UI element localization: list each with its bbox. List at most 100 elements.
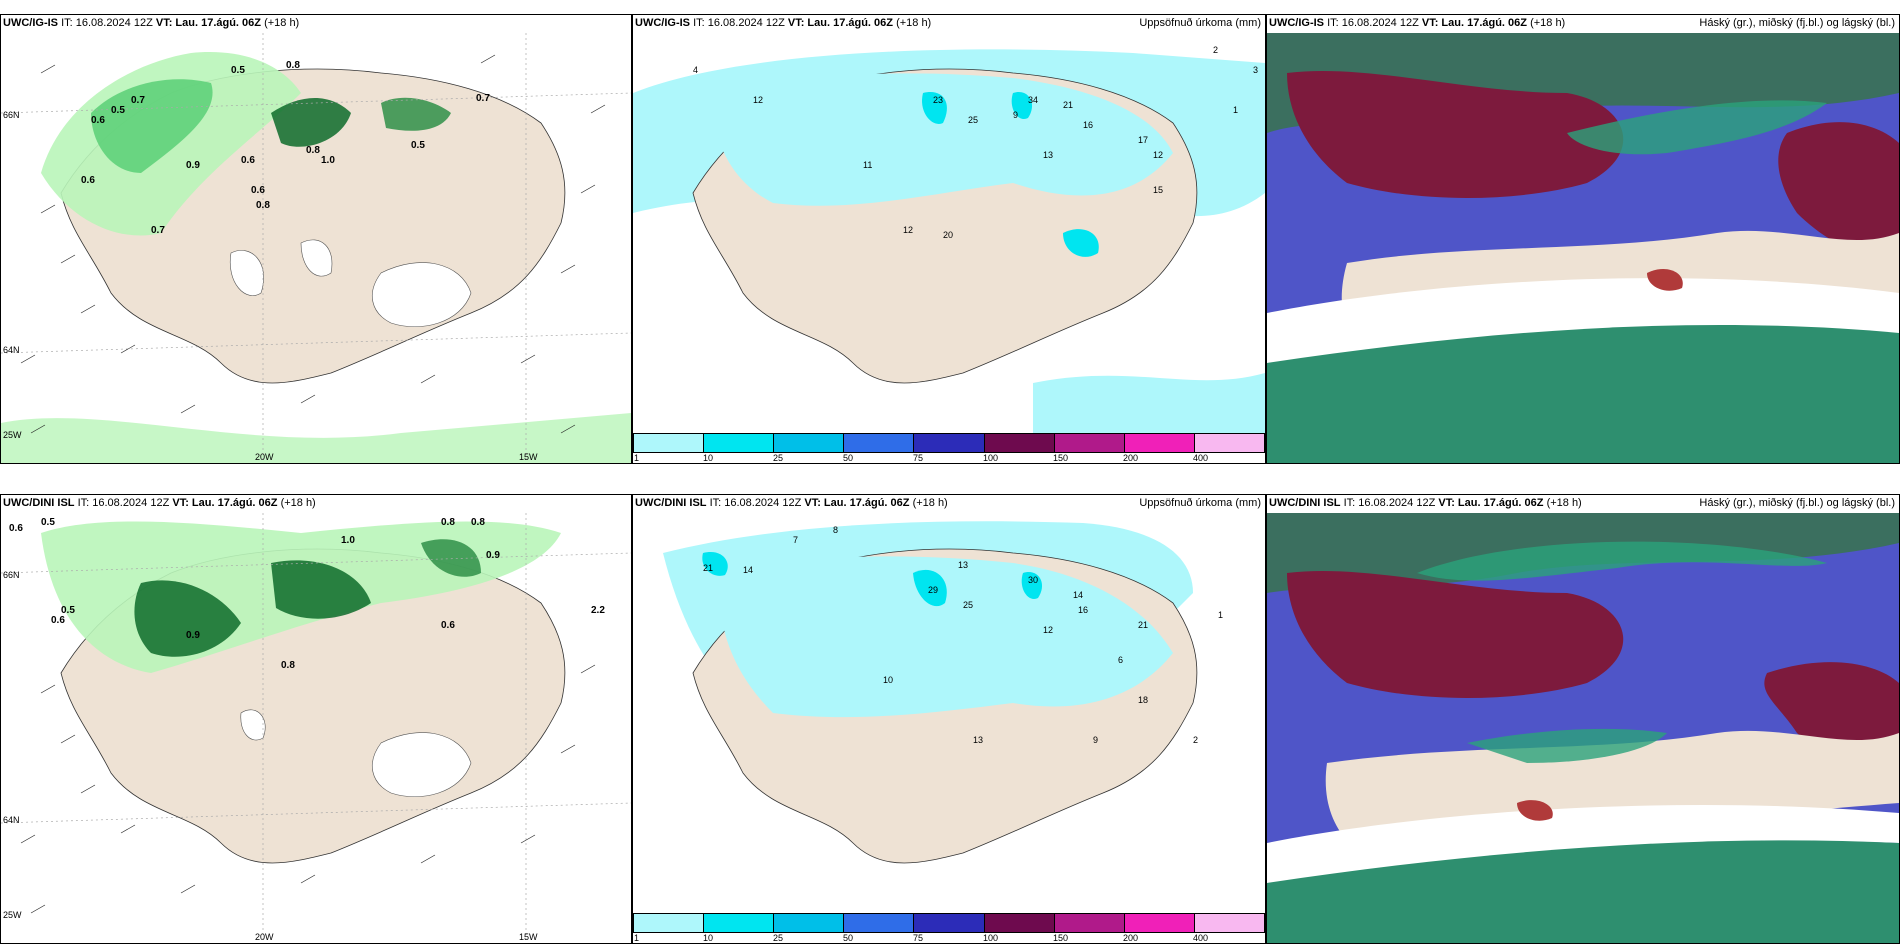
tick: 400	[1193, 933, 1209, 943]
tick: 50	[843, 453, 854, 463]
lat-label-66: 66N	[3, 110, 20, 120]
svg-text:0.6: 0.6	[81, 175, 95, 186]
init-time: IT: 16.08.2024 12Z	[1343, 497, 1436, 509]
svg-text:0.8: 0.8	[281, 660, 295, 671]
svg-text:0.8: 0.8	[441, 517, 455, 528]
precip-sum-map: 4 12 23 25 34 21 16 17 12 13 9 11 20 12 15 2 3 1	[633, 33, 1265, 443]
svg-text:1: 1	[1218, 610, 1223, 620]
svg-text:1.0: 1.0	[321, 155, 335, 166]
svg-text:0.6: 0.6	[91, 115, 105, 126]
svg-text:30: 30	[1028, 575, 1038, 585]
svg-text:12: 12	[1043, 625, 1053, 635]
tick: 1	[634, 933, 640, 943]
cloud-cover-map	[1267, 513, 1899, 943]
svg-text:7: 7	[793, 535, 798, 545]
panel-wind-precip-top: UWC/IG-IS IT: 16.08.2024 12Z VT: Lau. 17…	[0, 14, 632, 464]
svg-text:0.9: 0.9	[186, 630, 200, 641]
svg-text:0.8: 0.8	[256, 200, 270, 211]
svg-text:11: 11	[863, 160, 872, 170]
colorbar-seg	[1194, 914, 1264, 932]
panel-header: UWC/IG-IS IT: 16.08.2024 12Z VT: Lau. 17…	[3, 17, 629, 33]
lead-time: (+18 h)	[264, 17, 300, 29]
colorbar-seg	[1124, 434, 1195, 452]
svg-text:0.5: 0.5	[111, 105, 125, 116]
svg-text:23: 23	[933, 95, 943, 105]
svg-text:15: 15	[1153, 185, 1163, 195]
svg-text:12: 12	[1153, 150, 1163, 160]
init-time: IT: 16.08.2024 12Z	[77, 497, 170, 509]
colorbar-seg	[1054, 434, 1125, 452]
panel-header: UWC/IG-IS IT: 16.08.2024 12Z VT: Lau. 17…	[635, 17, 1263, 33]
svg-text:21: 21	[703, 563, 713, 573]
valid-time: VT: Lau. 17.ágú. 06Z	[155, 17, 261, 29]
svg-text:12: 12	[753, 95, 763, 105]
svg-text:13: 13	[958, 560, 968, 570]
svg-text:2: 2	[1193, 735, 1198, 745]
tick: 150	[1053, 933, 1069, 943]
init-time: IT: 16.08.2024 12Z	[61, 17, 153, 29]
tick: 75	[913, 933, 924, 943]
svg-text:0.5: 0.5	[411, 140, 425, 151]
panel-precip-sum-top: UWC/IG-IS IT: 16.08.2024 12Z VT: Lau. 17…	[632, 14, 1266, 464]
colorbar-seg	[984, 914, 1055, 932]
svg-text:13: 13	[1043, 150, 1053, 160]
svg-text:8: 8	[833, 525, 838, 535]
svg-text:25: 25	[968, 115, 978, 125]
lon-label-15: 15W	[519, 932, 538, 942]
lon-label-20: 20W	[255, 932, 274, 942]
colorbar-seg	[914, 914, 985, 932]
svg-text:0.6: 0.6	[9, 523, 23, 534]
svg-text:18: 18	[1138, 695, 1148, 705]
colorbar-seg	[634, 434, 705, 452]
panel-precip-sum-bottom: UWC/DINI ISL IT: 16.08.2024 12Z VT: Lau.…	[632, 494, 1266, 944]
svg-text:0.6: 0.6	[51, 615, 65, 626]
tick: 200	[1123, 933, 1139, 943]
init-time: IT: 16.08.2024 12Z	[1327, 17, 1419, 29]
panel-header: UWC/DINI ISL IT: 16.08.2024 12Z VT: Lau.…	[1269, 497, 1897, 513]
svg-text:0.8: 0.8	[306, 145, 320, 156]
panel-header: UWC/DINI ISL IT: 16.08.2024 12Z VT: Lau.…	[635, 497, 1263, 513]
lead-time: (+18 h)	[280, 497, 316, 509]
tick: 150	[1053, 453, 1069, 463]
colorbar-seg	[774, 914, 845, 932]
precip-colorbar	[633, 433, 1265, 453]
field-description: Uppsöfnuð úrkoma (mm)	[1139, 17, 1261, 29]
svg-text:0.5: 0.5	[41, 517, 55, 528]
svg-text:25: 25	[963, 600, 973, 610]
svg-text:34: 34	[1028, 95, 1038, 105]
tick: 100	[983, 453, 999, 463]
svg-text:16: 16	[1078, 605, 1088, 615]
valid-time: VT: Lau. 17.ágú. 06Z	[1438, 497, 1544, 509]
colorbar-seg	[1194, 434, 1264, 452]
model-name: UWC/IG-IS	[3, 17, 58, 29]
panel-clouds-top: UWC/IG-IS IT: 16.08.2024 12Z VT: Lau. 17…	[1266, 14, 1900, 464]
tick: 25	[773, 933, 784, 943]
colorbar-seg	[634, 914, 705, 932]
svg-text:6: 6	[1118, 655, 1123, 665]
valid-time: VT: Lau. 17.ágú. 06Z	[804, 497, 910, 509]
svg-text:21: 21	[1063, 100, 1073, 110]
valid-time: VT: Lau. 17.ágú. 06Z	[787, 17, 893, 29]
colorbar-seg	[704, 434, 775, 452]
lead-time: (+18 h)	[1546, 497, 1582, 509]
svg-text:0.8: 0.8	[471, 517, 485, 528]
svg-text:16: 16	[1083, 120, 1093, 130]
lat-label-64: 64N	[3, 815, 20, 825]
colorbar-seg	[774, 434, 845, 452]
svg-text:20: 20	[943, 230, 953, 240]
lon-label-20: 20W	[255, 452, 274, 462]
valid-time: VT: Lau. 17.ágú. 06Z	[172, 497, 278, 509]
svg-text:0.6: 0.6	[241, 155, 255, 166]
model-name: UWC/IG-IS	[1269, 17, 1324, 29]
lat-label-64: 64N	[3, 345, 20, 355]
svg-text:21: 21	[1138, 620, 1148, 630]
colorbar-seg	[1124, 914, 1195, 932]
wind-precip-map: 0.5 0.8 0.6 0.5 0.7 0.6 0.7 0.8 0.5 0.6 0.7 0.9 …	[1, 33, 631, 463]
colorbar-seg	[984, 434, 1055, 452]
tick: 100	[983, 933, 999, 943]
model-name: UWC/DINI ISL	[3, 497, 75, 509]
panel-header: UWC/IG-IS IT: 16.08.2024 12Z VT: Lau. 17…	[1269, 17, 1897, 33]
svg-text:0.9: 0.9	[486, 550, 500, 561]
svg-text:9: 9	[1093, 735, 1098, 745]
